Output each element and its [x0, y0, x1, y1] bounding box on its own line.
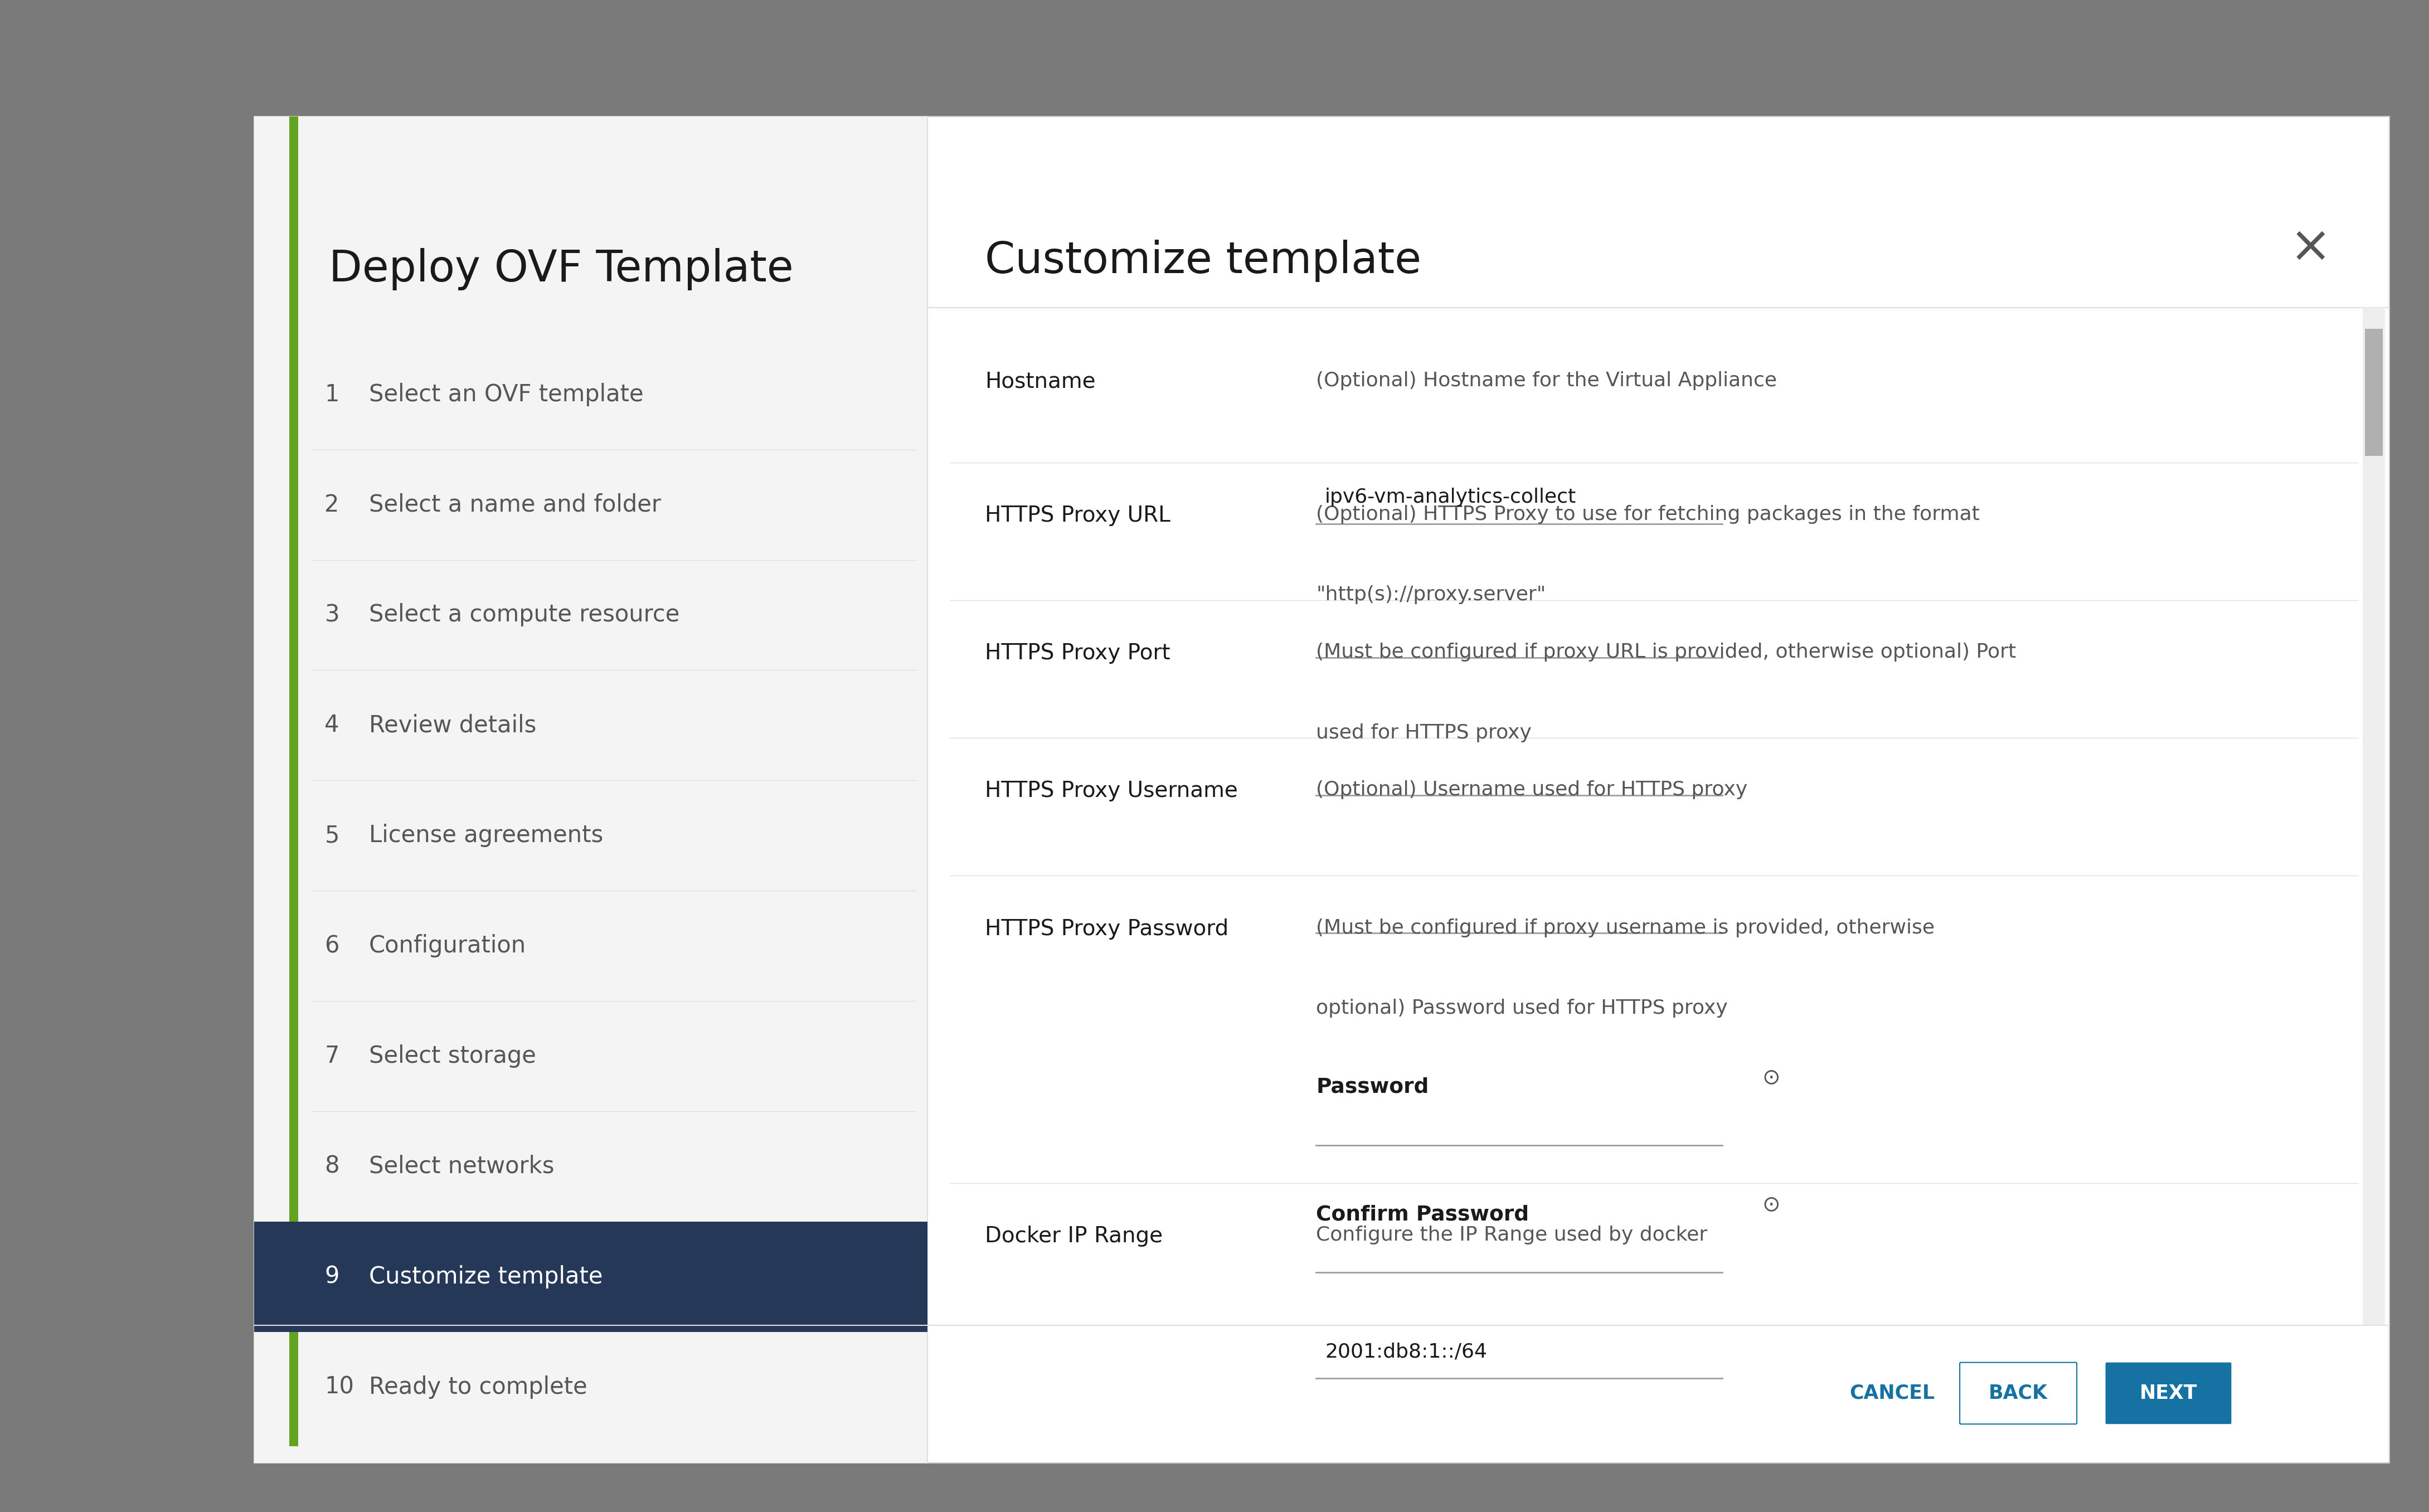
- Text: Deploy OVF Template: Deploy OVF Template: [328, 248, 794, 290]
- Text: HTTPS Proxy Port: HTTPS Proxy Port: [984, 643, 1171, 664]
- Text: Select an OVF template: Select an OVF template: [369, 383, 644, 407]
- Bar: [255, 116, 928, 1464]
- Text: optional) Password used for HTTPS proxy: optional) Password used for HTTPS proxy: [1317, 999, 1727, 1018]
- Text: Hostname: Hostname: [984, 370, 1095, 392]
- Text: HTTPS Proxy Password: HTTPS Proxy Password: [984, 918, 1229, 939]
- Text: (Optional) Username used for HTTPS proxy: (Optional) Username used for HTTPS proxy: [1317, 780, 1746, 800]
- FancyBboxPatch shape: [1960, 1362, 2077, 1424]
- Text: (Must be configured if proxy username is provided, otherwise: (Must be configured if proxy username is…: [1317, 918, 1936, 937]
- Text: Ready to complete: Ready to complete: [369, 1376, 588, 1399]
- Text: 7: 7: [325, 1045, 340, 1067]
- Bar: [289, 116, 299, 1447]
- Text: 3: 3: [325, 603, 340, 626]
- Text: "http(s)://proxy.server": "http(s)://proxy.server": [1317, 585, 1545, 605]
- Text: License agreements: License agreements: [369, 824, 602, 847]
- Bar: [2363, 307, 2385, 1326]
- Text: Select a name and folder: Select a name and folder: [369, 493, 661, 517]
- Text: ×: ×: [2291, 222, 2332, 272]
- Text: Select storage: Select storage: [369, 1045, 537, 1067]
- Text: Select a compute resource: Select a compute resource: [369, 603, 680, 626]
- Text: Customize template: Customize template: [984, 239, 1421, 281]
- Text: 2: 2: [325, 493, 340, 517]
- Text: Configure the IP Range used by docker: Configure the IP Range used by docker: [1317, 1226, 1708, 1244]
- Text: Docker IP Range: Docker IP Range: [984, 1226, 1163, 1247]
- Text: 8: 8: [325, 1155, 340, 1178]
- Text: CANCEL: CANCEL: [1851, 1383, 1936, 1403]
- Bar: [2366, 328, 2383, 457]
- Bar: [255, 1222, 928, 1332]
- Text: Customize template: Customize template: [369, 1266, 602, 1288]
- Text: (Must be configured if proxy URL is provided, otherwise optional) Port: (Must be configured if proxy URL is prov…: [1317, 643, 2016, 661]
- Text: 9: 9: [325, 1266, 340, 1288]
- FancyBboxPatch shape: [255, 116, 2390, 1464]
- Text: 1: 1: [325, 383, 340, 407]
- Text: HTTPS Proxy Username: HTTPS Proxy Username: [984, 780, 1239, 801]
- Text: (Optional) Hostname for the Virtual Appliance: (Optional) Hostname for the Virtual Appl…: [1317, 370, 1778, 390]
- Text: Review details: Review details: [369, 714, 537, 736]
- FancyBboxPatch shape: [2106, 1362, 2232, 1424]
- Text: BACK: BACK: [1989, 1383, 2048, 1403]
- Text: 2001:db8:1::/64: 2001:db8:1::/64: [1324, 1343, 1487, 1361]
- Text: Password: Password: [1317, 1077, 1428, 1098]
- Text: 4: 4: [325, 714, 340, 736]
- Text: 6: 6: [325, 934, 340, 957]
- Text: ⊙: ⊙: [1761, 1066, 1780, 1087]
- Text: used for HTTPS proxy: used for HTTPS proxy: [1317, 723, 1533, 742]
- Text: Select networks: Select networks: [369, 1155, 554, 1178]
- Text: (Optional) HTTPS Proxy to use for fetching packages in the format: (Optional) HTTPS Proxy to use for fetchi…: [1317, 505, 1980, 523]
- Text: ipv6-vm-analytics-collect: ipv6-vm-analytics-collect: [1324, 488, 1576, 507]
- Text: 10: 10: [325, 1376, 355, 1399]
- Text: 5: 5: [325, 824, 340, 847]
- Text: Confirm Password: Confirm Password: [1317, 1205, 1530, 1225]
- Text: HTTPS Proxy URL: HTTPS Proxy URL: [984, 505, 1171, 526]
- Text: Configuration: Configuration: [369, 934, 527, 957]
- Text: ⊙: ⊙: [1761, 1194, 1780, 1216]
- Text: NEXT: NEXT: [2140, 1383, 2198, 1403]
